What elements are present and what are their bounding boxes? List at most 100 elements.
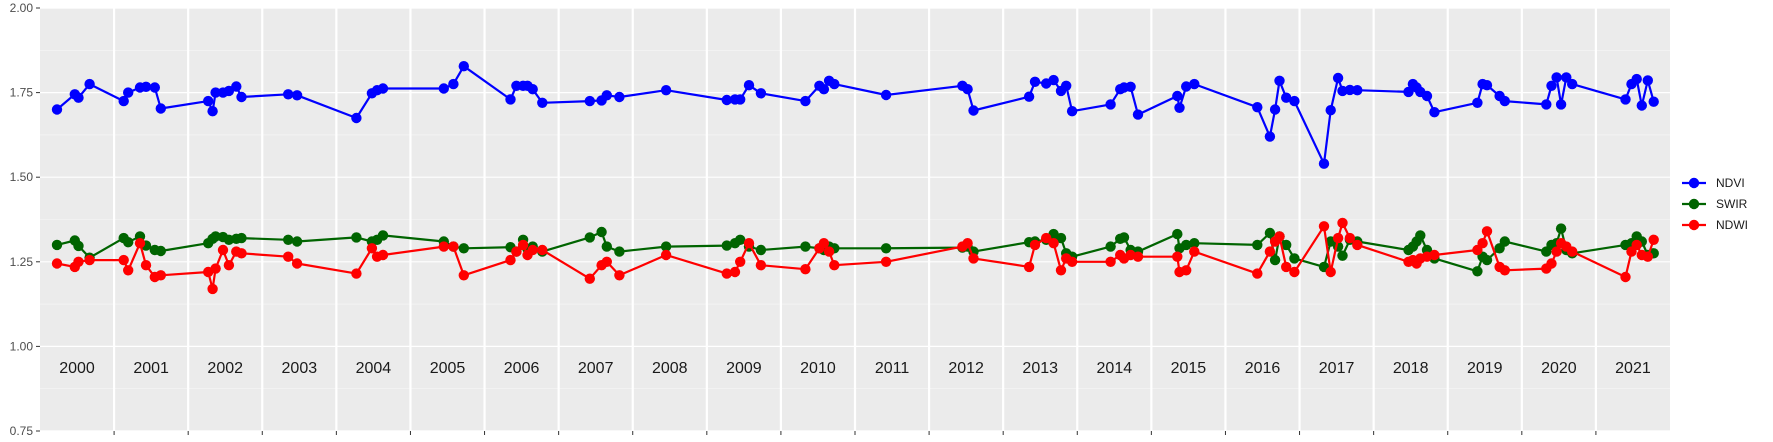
ndvi-point-17 (283, 89, 294, 100)
ndvi-point-78 (1352, 85, 1363, 96)
ndvi-point-37 (721, 94, 732, 106)
ndvi-point-65 (1181, 81, 1192, 92)
swir-point-87 (1481, 254, 1493, 266)
legend-key-point-swir (1688, 198, 1700, 210)
year-label-2006: 2006 (504, 360, 540, 377)
ndwi-point-67 (1252, 268, 1263, 279)
ndwi-point-41 (755, 260, 767, 271)
swir-point-36 (660, 241, 672, 252)
swir-point-41 (755, 244, 767, 256)
ndvi-point-89 (1499, 95, 1511, 107)
ndvi-point-8 (149, 82, 160, 93)
ndvi-point-32 (584, 95, 595, 107)
ndwi-point-9 (155, 270, 166, 281)
ndwi-point-37 (721, 268, 732, 279)
ndwi-point-58 (1105, 256, 1116, 267)
ndwi-point-13 (217, 244, 229, 256)
ndvi-point-98 (1631, 73, 1642, 85)
ndvi-point-58 (1105, 99, 1116, 110)
ndwi-point-92 (1551, 246, 1562, 257)
ndvi-point-41 (755, 88, 767, 99)
ndvi-point-16 (236, 91, 247, 103)
swir-point-35 (614, 246, 625, 257)
ndvi-point-99 (1636, 100, 1648, 111)
year-label-2013: 2013 (1022, 360, 1058, 377)
ndvi-point-2 (73, 92, 84, 103)
ndvi-point-36 (660, 85, 672, 96)
swir-point-85 (1472, 266, 1483, 277)
swir-point-39 (735, 234, 746, 245)
ndwi-point-52 (1029, 239, 1041, 251)
year-label-2020: 2020 (1541, 360, 1577, 377)
swir-point-68 (1264, 227, 1276, 239)
legend-key-point-ndvi (1688, 177, 1700, 189)
ndwi-point-66 (1189, 246, 1200, 257)
ndwi-point-63 (1172, 251, 1183, 262)
year-label-2003: 2003 (282, 360, 318, 377)
year-label-2001: 2001 (133, 360, 169, 377)
ndwi-point-12 (210, 263, 221, 274)
swir-point-2 (73, 240, 84, 252)
ndvi-point-84 (1429, 107, 1440, 118)
ndvi-point-95 (1567, 78, 1578, 90)
ndwi-point-24 (448, 241, 459, 252)
ndvi-point-15 (231, 81, 242, 92)
ndwi-point-18 (291, 258, 303, 269)
swir-point-72 (1289, 253, 1300, 264)
swir-point-25 (458, 243, 469, 254)
swir-point-17 (283, 234, 294, 245)
ndvi-point-54 (1048, 74, 1059, 86)
ndwi-point-55 (1055, 265, 1067, 276)
swir-line (56, 227, 1655, 273)
swir-point-60 (1118, 232, 1130, 243)
ndwi-point-14 (223, 260, 235, 271)
ndvi-point-93 (1555, 99, 1567, 110)
ndvi-point-70 (1274, 75, 1285, 87)
legend: NDVI SWIR NDWI (1682, 176, 1748, 232)
ndwi-point-101 (1648, 234, 1659, 245)
ndwi-point-57 (1066, 256, 1078, 267)
year-label-2018: 2018 (1393, 360, 1429, 377)
ndwi-point-26 (505, 254, 516, 266)
ndvi-point-25 (458, 60, 469, 72)
ndvi-point-69 (1269, 104, 1281, 115)
swir-point-5 (123, 237, 134, 248)
swir-point-63 (1172, 228, 1183, 240)
year-label-2002: 2002 (207, 360, 243, 377)
swir-point-18 (291, 236, 303, 247)
ndvi-point-100 (1642, 75, 1654, 86)
series-layer (51, 60, 1659, 295)
ndvi-point-75 (1332, 72, 1344, 84)
swir-point-76 (1337, 250, 1348, 261)
ndvi-point-96 (1620, 94, 1631, 105)
legend-item-swir: SWIR (1682, 197, 1748, 211)
ndvi-point-72 (1289, 95, 1300, 107)
ndwi-point-47 (880, 256, 892, 267)
y-tick-label-5: 2.00 (10, 1, 34, 15)
ndvi-point-51 (1023, 91, 1035, 102)
ndwi-point-78 (1352, 239, 1363, 251)
ndvi-point-57 (1066, 106, 1078, 117)
ndvi-point-23 (438, 83, 449, 94)
y-tick-label-4: 1.75 (10, 86, 34, 100)
ndvi-point-62 (1132, 109, 1144, 120)
ndvi-point-87 (1481, 80, 1493, 91)
year-label-2015: 2015 (1171, 360, 1207, 377)
swir-point-47 (880, 243, 892, 254)
ndwi-point-50 (968, 253, 979, 264)
ndvi-point-67 (1252, 102, 1263, 113)
ndvi-point-68 (1264, 131, 1276, 142)
ndwi-point-22 (377, 249, 389, 261)
legend-label-ndwi: NDWI (1716, 218, 1748, 232)
ndwi-point-39 (735, 256, 746, 267)
swir-point-19 (351, 232, 362, 243)
ndwi-point-98 (1631, 239, 1642, 251)
year-label-2008: 2008 (652, 360, 688, 377)
legend-label-swir: SWIR (1716, 197, 1748, 211)
swir-point-69 (1269, 254, 1281, 266)
ndvi-point-50 (968, 105, 979, 116)
ndvi-point-47 (880, 89, 892, 101)
ndwi-point-20 (366, 243, 378, 254)
swir-point-34 (601, 241, 612, 252)
